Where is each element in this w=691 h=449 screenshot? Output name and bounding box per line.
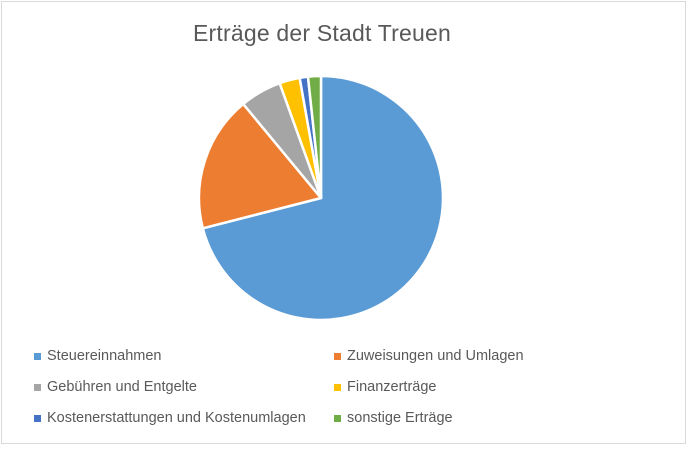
legend-label: Kostenerstattungen und Kostenumlagen xyxy=(47,410,306,426)
legend-swatch xyxy=(334,414,341,422)
legend-item-5: Kostenerstattungen und Kostenumlagen xyxy=(34,410,306,426)
legend-label: Gebühren und Entgelte xyxy=(47,379,197,395)
legend-label: sonstige Erträge xyxy=(347,410,453,426)
legend-label: Finanzerträge xyxy=(347,379,437,395)
pie-slice-2 xyxy=(197,102,323,230)
legend-swatch xyxy=(34,414,41,422)
legend-item-1: Steuereinnahmen xyxy=(34,348,161,364)
legend-label: Zuweisungen und Umlagen xyxy=(347,348,524,364)
legend-swatch xyxy=(34,352,41,360)
legend-item-4: Finanzerträge xyxy=(334,379,436,395)
chart-title: Erträge der Stadt Treuen xyxy=(193,20,451,46)
legend-item-6: sonstige Erträge xyxy=(334,410,453,426)
chart-area: Erträge der Stadt Treuen Steuereinnahmen… xyxy=(1,1,686,444)
legend-swatch xyxy=(34,383,41,391)
legend-swatch xyxy=(334,352,341,360)
pie-slice-1 xyxy=(201,74,445,322)
legend-item-2: Zuweisungen und Umlagen xyxy=(334,348,524,364)
legend-swatch xyxy=(334,383,341,391)
pie-chart xyxy=(197,74,445,322)
legend-item-3: Gebühren und Entgelte xyxy=(34,379,197,395)
legend-label: Steuereinnahmen xyxy=(47,348,162,364)
pie-slice-6 xyxy=(306,74,323,200)
